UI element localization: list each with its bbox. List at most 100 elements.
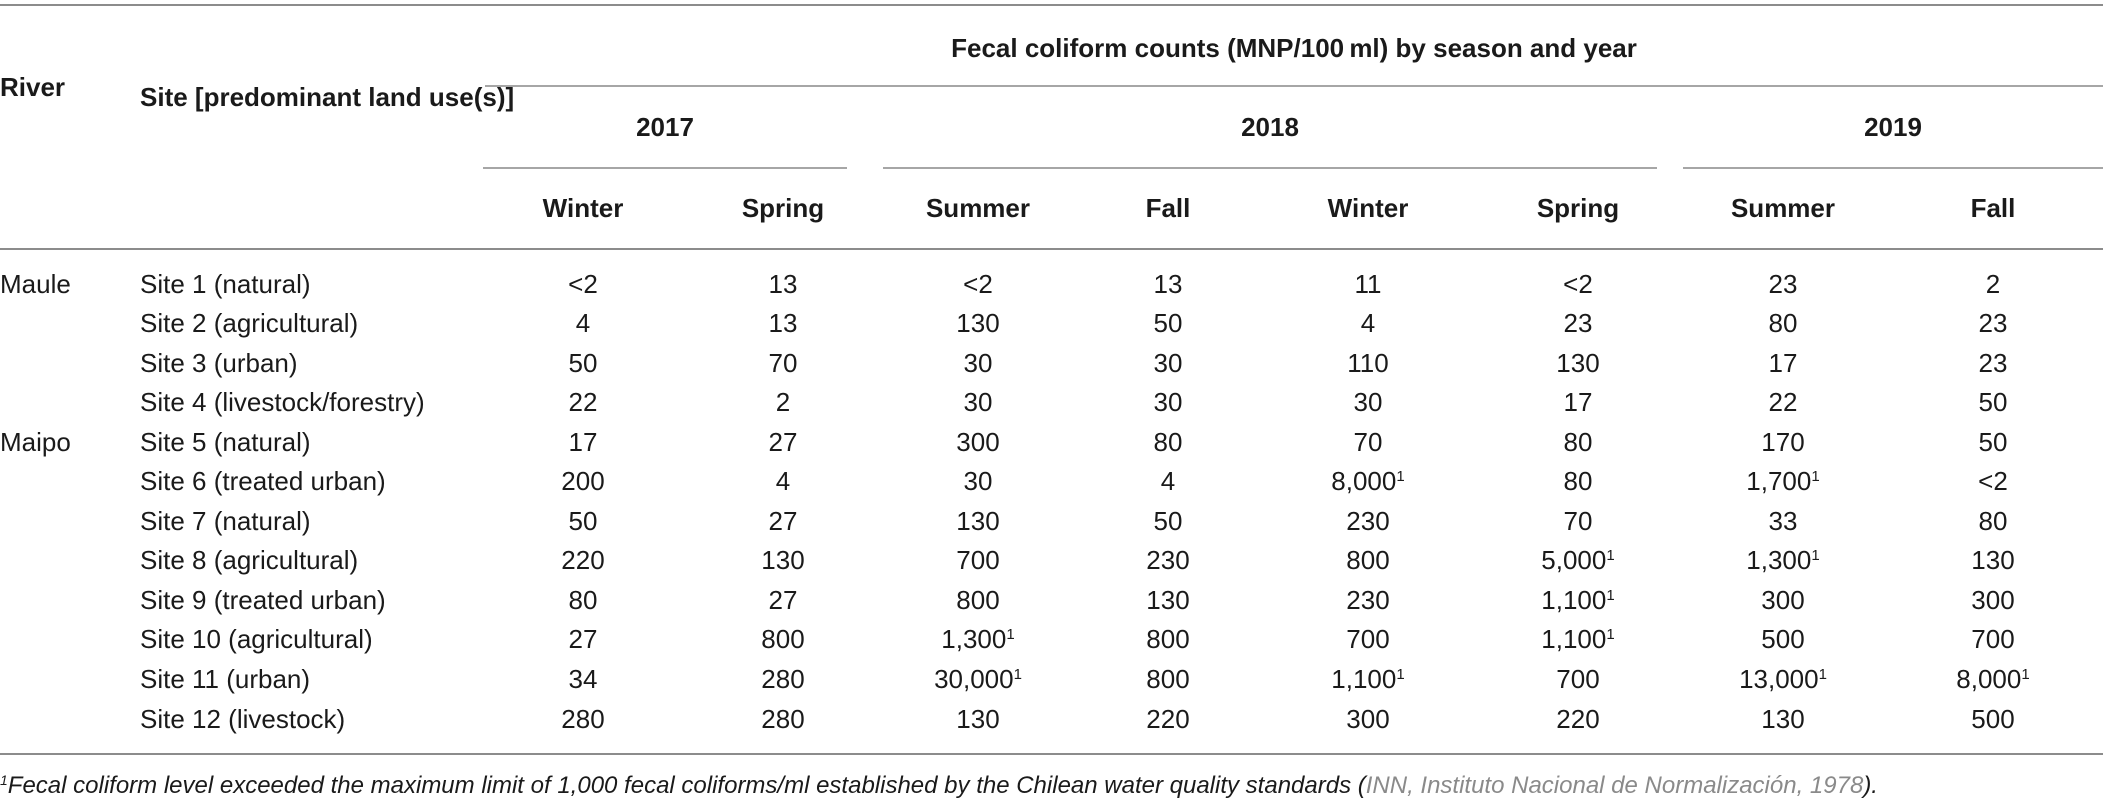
count-cell: <2 (883, 249, 1073, 304)
count-cell: <2 (483, 249, 683, 304)
count-value: 1,100 (1541, 624, 1607, 655)
count-cell: 300 (883, 423, 1073, 463)
count-cell: 800 (683, 620, 883, 660)
count-cell: 4 (1263, 304, 1473, 344)
footnote-marker: 1 (1396, 468, 1405, 486)
count-cell: 11 (1263, 249, 1473, 304)
count-cell: 220 (1473, 699, 1683, 754)
footnote-text: Fecal coliform level exceeded the maximu… (7, 772, 1366, 799)
count-value: 230 (1346, 505, 1390, 536)
count-value: 130 (956, 308, 1000, 339)
count-cell: <2 (1473, 249, 1683, 304)
count-value: 230 (1346, 584, 1390, 615)
river-cell (0, 502, 140, 542)
count-cell: 80 (1473, 462, 1683, 502)
footnote-marker: 1 (1811, 468, 1820, 486)
count-value: 800 (761, 624, 805, 655)
count-value: 700 (1556, 663, 1600, 694)
count-cell: 4 (683, 462, 883, 502)
count-value: 80 (1978, 505, 2008, 536)
table-row: Maule Site 1 (natural) <2 13 <2 13 11 <2 23 2 (0, 249, 2103, 304)
count-value: 50 (1978, 387, 2008, 418)
count-cell: 27 (683, 581, 883, 621)
river-cell (0, 699, 140, 754)
count-cell: 27 (683, 423, 883, 463)
site-cell: Site 12 (livestock) (140, 703, 346, 734)
count-cell: 17 (483, 423, 683, 463)
count-value: 30 (1353, 387, 1383, 418)
count-value: 170 (1761, 426, 1805, 457)
table-body: Maule Site 1 (natural) <2 13 <2 13 11 <2 23 2 Site… (0, 249, 2103, 754)
count-value: 13,000 (1739, 663, 1819, 694)
count-value: 80 (1153, 426, 1183, 457)
count-cell: 1,1001 (1473, 620, 1683, 660)
count-value: 800 (1146, 663, 1190, 694)
count-value: <2 (963, 268, 993, 299)
footnote: 1Fecal coliform level exceeded the maxim… (0, 772, 1878, 800)
footnote-marker: 1 (1606, 547, 1615, 565)
count-value: 23 (1768, 268, 1798, 299)
count-value: 280 (561, 703, 605, 734)
count-cell: 30 (1073, 344, 1263, 384)
count-cell: 130 (1073, 581, 1263, 621)
count-cell: 13 (683, 304, 883, 344)
count-cell: 50 (483, 502, 683, 542)
count-value: 5,000 (1541, 545, 1607, 576)
count-cell: 70 (1263, 423, 1473, 463)
footnote-marker: 1 (1606, 626, 1615, 644)
table-row: Site 10 (agricultural) 27 800 1,3001 800 700 1… (0, 620, 2103, 660)
count-value: 23 (1978, 308, 2008, 339)
count-cell: 220 (1073, 699, 1263, 754)
count-cell: 2 (683, 383, 883, 423)
count-value: 220 (1556, 703, 1600, 734)
count-value: 130 (1556, 347, 1600, 378)
site-cell: Site 3 (urban) (140, 347, 298, 378)
count-value: 13 (768, 268, 798, 299)
count-cell: 8,0001 (1263, 462, 1473, 502)
count-value: 13 (1153, 268, 1183, 299)
season-header: Winter (542, 193, 624, 223)
count-cell: 70 (1473, 502, 1683, 542)
year-header-2017: 2017 (483, 87, 883, 169)
count-value: <2 (1563, 268, 1593, 299)
count-cell: 280 (683, 699, 883, 754)
river-cell (0, 344, 140, 384)
count-cell: 23 (1683, 249, 1883, 304)
count-cell: 300 (1883, 581, 2103, 621)
count-value: 17 (568, 426, 598, 457)
footnote-marker: 1 (1606, 586, 1615, 604)
count-value: 27 (768, 505, 798, 536)
count-value: 70 (1563, 505, 1593, 536)
count-value: 220 (1146, 703, 1190, 734)
count-cell: 4 (1073, 462, 1263, 502)
count-value: 80 (568, 584, 598, 615)
count-value: 300 (1346, 703, 1390, 734)
river-header: River (0, 72, 66, 102)
count-cell: 50 (1073, 304, 1263, 344)
count-cell: 1,1001 (1263, 660, 1473, 700)
count-cell: 13 (683, 249, 883, 304)
count-value: 50 (1153, 505, 1183, 536)
footnote-reference[interactable]: INN, Instituto Nacional de Normalización… (1365, 772, 1864, 799)
count-cell: 5,0001 (1473, 541, 1683, 581)
count-value: 80 (1563, 426, 1593, 457)
count-value: 2 (1985, 268, 2001, 299)
footnote-suffix: ). (1863, 772, 1878, 799)
count-value: 220 (561, 545, 605, 576)
count-value: 2 (775, 387, 791, 418)
count-value: 30 (1153, 387, 1183, 418)
count-cell: 50 (483, 344, 683, 384)
count-value: 23 (1978, 347, 2008, 378)
count-cell: 50 (1883, 383, 2103, 423)
count-value: 30 (963, 347, 993, 378)
count-value: 34 (568, 663, 598, 694)
count-cell: 13,0001 (1683, 660, 1883, 700)
count-value: 110 (1347, 347, 1389, 378)
count-cell: 700 (883, 541, 1073, 581)
site-cell: Site 9 (treated urban) (140, 584, 386, 615)
count-value: 50 (1153, 308, 1183, 339)
count-value: 130 (1971, 545, 2015, 576)
count-value: 130 (1146, 584, 1190, 615)
season-header: Summer (1730, 193, 1836, 223)
count-cell: 23 (1883, 344, 2103, 384)
